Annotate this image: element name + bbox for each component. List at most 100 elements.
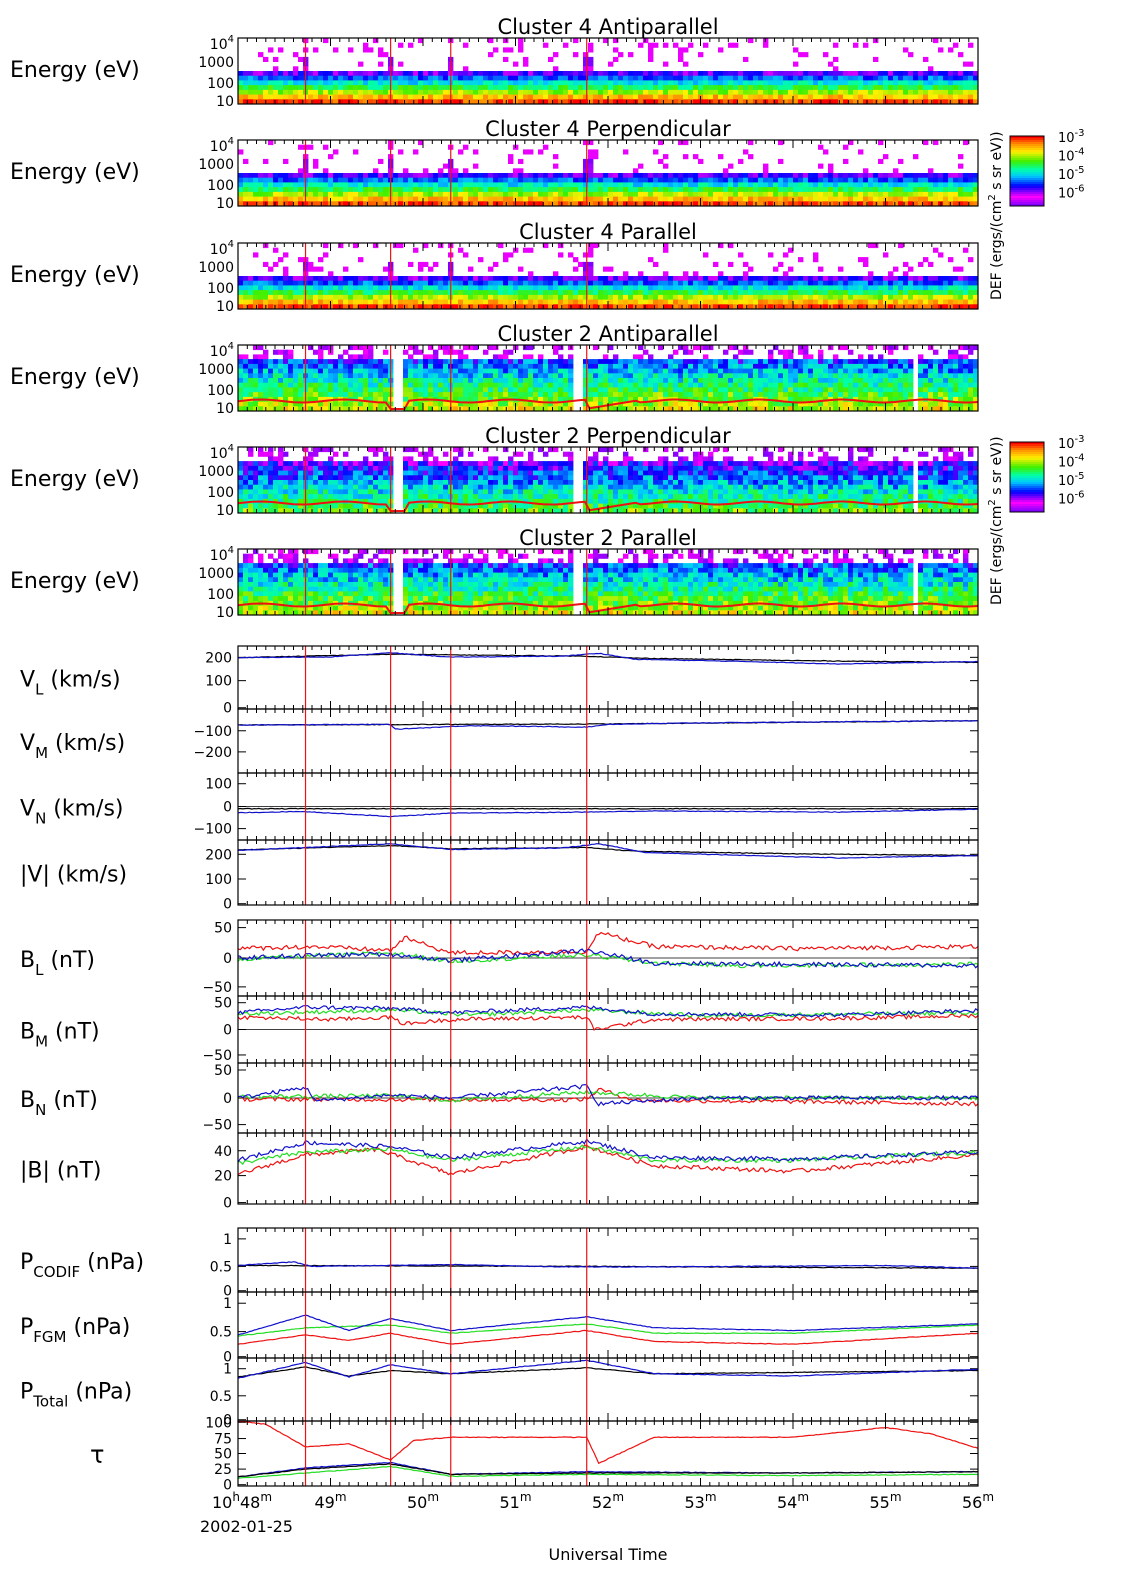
- spectrogram-cell: [558, 378, 564, 384]
- spectrogram-cell: [723, 168, 729, 174]
- spectrogram-cell: [508, 85, 514, 91]
- spectrogram-cell: [428, 177, 434, 183]
- spectrogram-cell: [758, 85, 764, 91]
- spectrogram-cell: [593, 99, 599, 105]
- spectrogram-cell: [418, 359, 424, 365]
- spectrogram-cell: [453, 85, 459, 91]
- spectrogram-cell: [293, 85, 299, 91]
- spectrogram-cell: [563, 42, 569, 48]
- spectrogram-cell: [738, 280, 744, 286]
- spectrogram-cell: [908, 85, 914, 91]
- spectrogram-cell: [548, 80, 554, 86]
- spectrogram-cell: [738, 285, 744, 291]
- spectrogram-cell: [428, 187, 434, 193]
- spectrogram-cell: [258, 401, 264, 407]
- spectrogram-cell: [903, 280, 909, 286]
- spectrogram-cell: [283, 406, 289, 412]
- spectrogram-cell: [728, 290, 734, 296]
- spectrogram-cell: [328, 191, 334, 197]
- spectrogram-cell: [833, 290, 839, 296]
- spectrogram-cell: [708, 290, 714, 296]
- spectrogram-cell: [583, 61, 589, 67]
- spectrogram-cell: [498, 368, 504, 374]
- spectrogram-cell: [918, 80, 924, 86]
- spectrogram-cell: [768, 75, 774, 81]
- spectrogram-cell: [473, 71, 479, 77]
- spectrogram-cell: [318, 280, 324, 286]
- spectrogram-cell: [758, 299, 764, 305]
- spectrogram-cell: [378, 196, 384, 202]
- spectrogram-cell: [838, 266, 844, 272]
- spectrogram-cell: [863, 276, 869, 282]
- spectrogram-cell: [748, 359, 754, 365]
- spectrogram-cell: [253, 406, 259, 412]
- spectrogram-cell: [863, 94, 869, 100]
- spectrogram-cell: [758, 373, 764, 379]
- spectrogram-cell: [463, 168, 469, 174]
- spectrogram-cell: [523, 406, 529, 412]
- spectrogram-cell: [503, 378, 509, 384]
- spectrogram-cell: [908, 182, 914, 188]
- spectrogram-cell: [628, 299, 634, 305]
- spectrogram-cell: [443, 276, 449, 282]
- spectrogram-cell: [533, 201, 539, 207]
- spectrogram-cell: [458, 71, 464, 77]
- spectrogram-cell: [903, 191, 909, 197]
- spectrogram-cell: [603, 401, 609, 407]
- spectrogram-cell: [413, 276, 419, 282]
- spectrogram-cell: [833, 201, 839, 207]
- spectrogram-cell: [873, 276, 879, 282]
- spectrogram-cell: [943, 89, 949, 95]
- spectrogram-cell: [658, 140, 664, 146]
- spectrogram-cell: [408, 201, 414, 207]
- spectrogram-cell: [518, 42, 524, 48]
- spectrogram-cell: [638, 276, 644, 282]
- spectrogram-cell: [808, 99, 814, 105]
- spectrogram-cell: [308, 177, 314, 183]
- spectrogram-cell: [783, 99, 789, 105]
- spectrogram-cell: [503, 401, 509, 407]
- spectrogram-cell: [238, 94, 244, 100]
- spectrogram-cell: [473, 378, 479, 384]
- spectrogram-cell: [438, 80, 444, 86]
- spectrogram-cell: [413, 387, 419, 393]
- spectrogram-cell: [558, 354, 564, 360]
- spectrogram-cell: [538, 294, 544, 300]
- spectrogram-cell: [533, 187, 539, 193]
- spectrogram-cell: [598, 276, 604, 282]
- spectrogram-cell: [433, 387, 439, 393]
- spectrogram-cell: [613, 38, 619, 44]
- spectrogram-cell: [273, 66, 279, 72]
- y-axis-label: Energy (eV): [10, 160, 140, 185]
- spectrogram-cell: [248, 89, 254, 95]
- spectrogram-cell: [718, 285, 724, 291]
- spectrogram-cell: [288, 354, 294, 360]
- spectrogram-cell: [393, 89, 399, 95]
- spectrogram-cell: [428, 99, 434, 105]
- spectrogram-cell: [638, 75, 644, 81]
- spectrogram-cell: [758, 392, 764, 398]
- spectrogram-cell: [868, 85, 874, 91]
- spectrogram-cell: [813, 94, 819, 100]
- spectrogram-cell: [588, 276, 594, 282]
- spectrogram-cell: [318, 177, 324, 183]
- spectrogram-cell: [768, 196, 774, 202]
- spectrogram-cell: [263, 280, 269, 286]
- spectrogram-cell: [278, 373, 284, 379]
- spectrogram-cell: [613, 285, 619, 291]
- spectrogram-cell: [753, 359, 759, 365]
- spectrogram-cell: [643, 359, 649, 365]
- spectrogram-cell: [873, 201, 879, 207]
- spectrogram-cell: [838, 71, 844, 77]
- y-tick-label: 10: [216, 94, 234, 110]
- spectrogram-cell: [478, 173, 484, 179]
- spectrogram-cell: [238, 276, 244, 282]
- panel-title: Cluster 4 Antiparallel: [497, 15, 718, 39]
- spectrogram-cell: [368, 368, 374, 374]
- spectrogram-cell: [658, 359, 664, 365]
- spectrogram-cell: [523, 149, 529, 155]
- spectrogram-cell: [683, 187, 689, 193]
- spectrogram-cell: [793, 378, 799, 384]
- spectrogram-cell: [913, 85, 919, 91]
- spectrogram-cell: [598, 80, 604, 86]
